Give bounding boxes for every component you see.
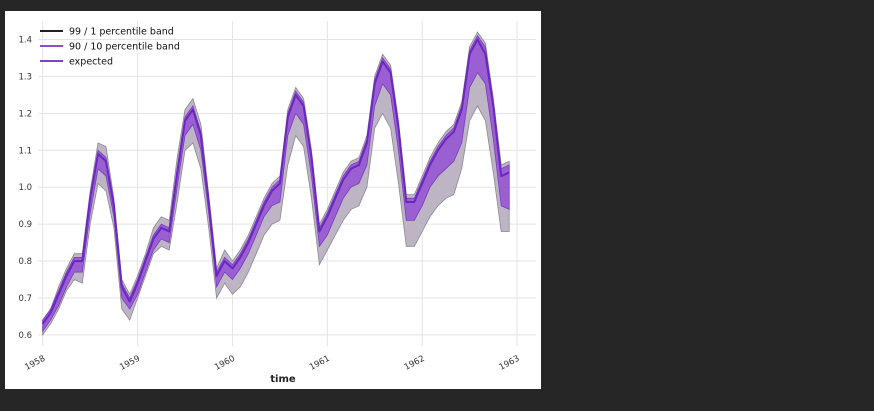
y-tick-label: 0.8: [18, 257, 32, 267]
y-tick-label: 0.9: [18, 220, 32, 230]
y-tick-label: 1.0: [18, 183, 32, 193]
y-tick-label: 0.6: [18, 331, 32, 341]
legend-label-expected: expected: [69, 57, 113, 68]
y-tick-label: 1.4: [18, 35, 32, 45]
x-tick-label: 1958: [23, 354, 47, 373]
legend-label-99-1: 99 / 1 percentile band: [69, 27, 174, 38]
x-tick-label: 1963: [498, 354, 522, 373]
x-tick-labels: 1958 1959 1960 1961 1962 1963: [23, 354, 521, 373]
chart-figure: 0.6 0.7 0.8 0.9 1.0 1.1 1.2 1.3 1.4 1958 1959 1960…: [5, 11, 541, 389]
chart-svg: 0.6 0.7 0.8 0.9 1.0 1.1 1.2 1.3 1.4 1958 1959 1960…: [18, 21, 536, 385]
legend-label-90-10: 90 / 10 percentile band: [69, 42, 180, 53]
grid-lines: [38, 21, 536, 346]
x-axis-title: time: [270, 374, 296, 385]
x-tick-label: 1960: [213, 354, 237, 373]
band-90-10: [42, 35, 510, 333]
x-tick-label: 1959: [118, 354, 142, 373]
y-tick-label: 1.2: [18, 109, 32, 119]
expected-series-line: [41, 38, 510, 325]
legend: 99 / 1 percentile band 90 / 10 percentil…: [40, 27, 180, 68]
x-tick-label: 1961: [308, 354, 332, 373]
x-tick-label: 1962: [403, 354, 427, 373]
y-tick-label: 1.3: [18, 72, 32, 82]
band-90-10-area: [42, 35, 510, 333]
expected-line: [41, 38, 510, 325]
y-tick-labels: 0.6 0.7 0.8 0.9 1.0 1.1 1.2 1.3 1.4: [18, 35, 32, 340]
y-tick-label: 0.7: [18, 294, 32, 304]
y-tick-label: 1.1: [18, 146, 32, 156]
